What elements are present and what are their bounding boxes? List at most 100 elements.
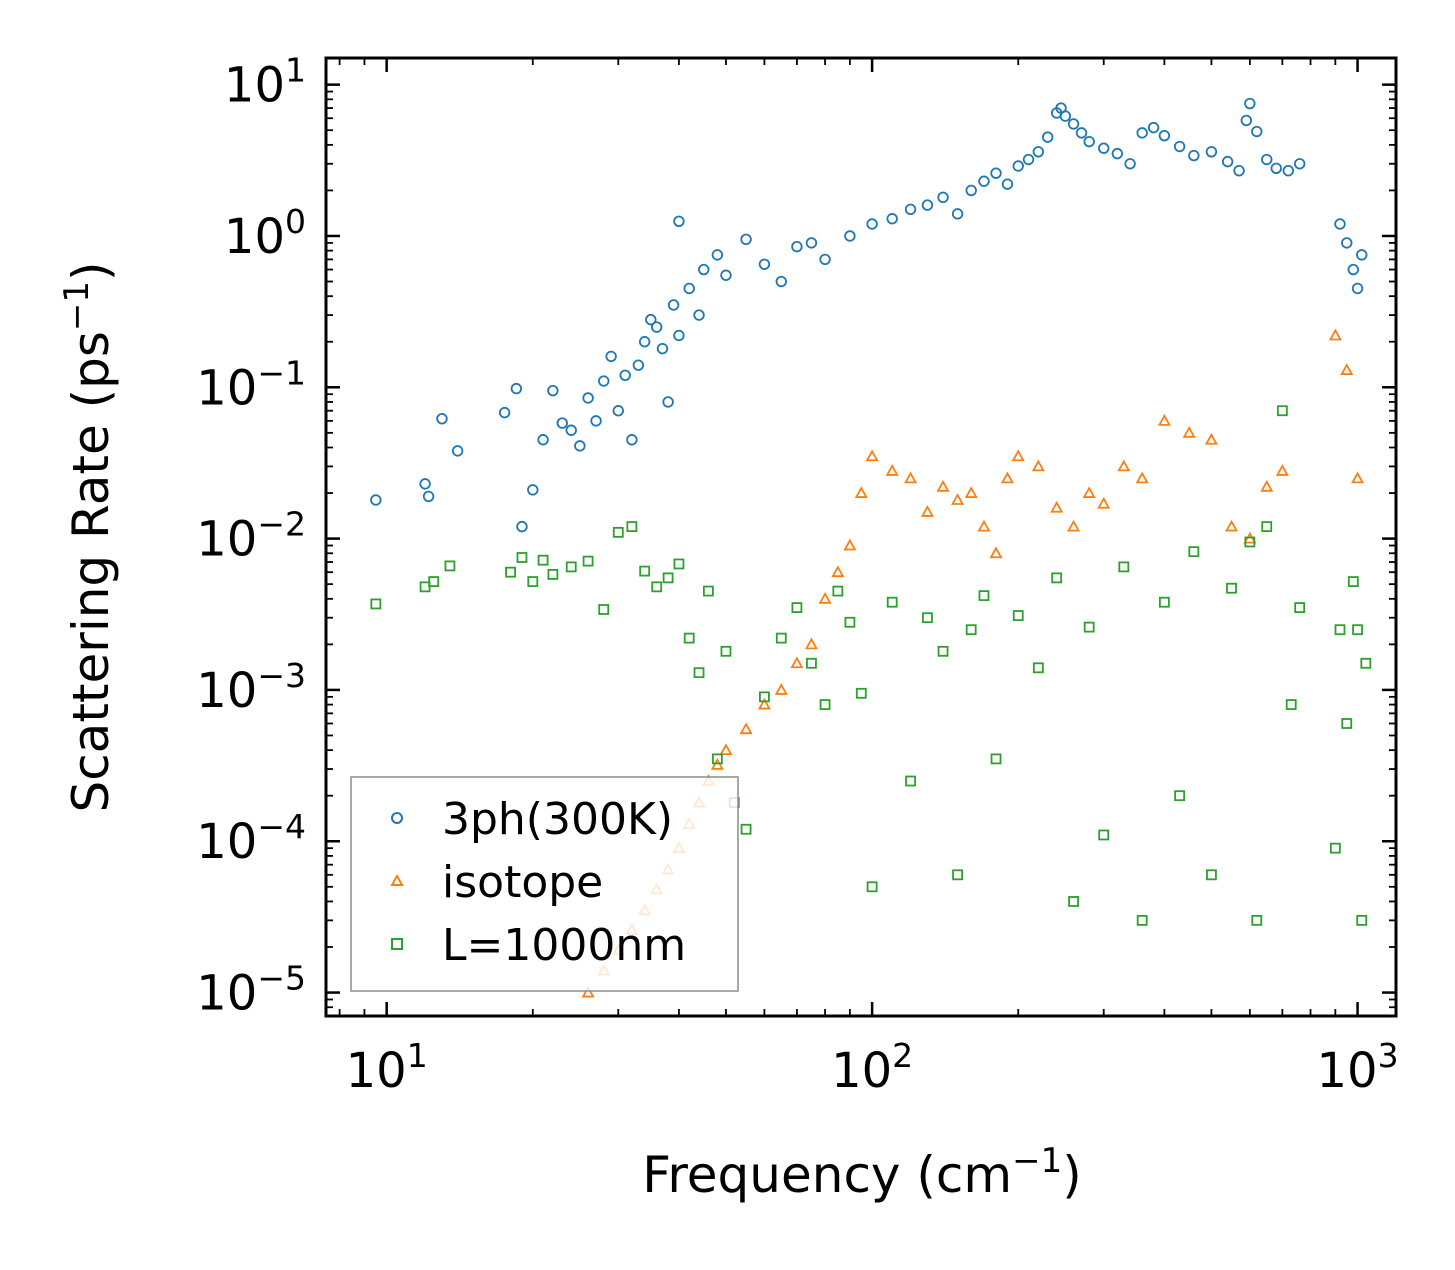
data-point-square: [819, 699, 831, 710]
data-point-square: [886, 596, 898, 608]
data-point-triangle: [1275, 464, 1289, 476]
data-point-triangle: [774, 683, 788, 695]
data-point-circle: [1251, 125, 1263, 138]
data-point-circle: [656, 342, 669, 355]
data-point-circle: [612, 405, 624, 417]
data-point-triangle: [989, 546, 1003, 559]
series-3ph-300k-: [370, 97, 1368, 533]
data-point-circle: [645, 313, 657, 326]
data-point-circle: [498, 406, 511, 419]
data-point-circle: [698, 263, 710, 276]
legend-entry-3ph: 3ph(300K): [391, 794, 673, 845]
data-point-square: [1276, 405, 1288, 417]
data-point-square: [1118, 561, 1130, 573]
data-point-square: [565, 561, 577, 573]
data-point-circle: [693, 309, 705, 321]
data-point-square: [370, 598, 382, 610]
data-point-triangle: [854, 486, 868, 498]
data-point-circle: [1001, 178, 1014, 190]
legend: 3ph(300K) isotope L=1000nm: [350, 776, 739, 992]
data-point-circle: [1012, 160, 1024, 172]
data-point-circle: [1032, 146, 1045, 158]
data-point-circle: [805, 237, 818, 249]
y-axis-label: Scattering Rate (ps−1): [57, 261, 120, 812]
data-point-square: [527, 576, 539, 587]
data-point-circle: [1188, 149, 1200, 162]
data-point-circle: [667, 299, 680, 311]
data-point-square: [639, 565, 651, 577]
data-point-square: [937, 645, 949, 657]
data-point-circle: [951, 208, 964, 220]
data-point-circle: [673, 329, 685, 342]
data-point-circle: [1356, 249, 1368, 261]
data-point-circle: [419, 478, 431, 490]
series-l-1000nm: [370, 405, 1372, 926]
data-point-square: [775, 632, 787, 644]
data-point-square: [1294, 602, 1306, 613]
data-point-triangle: [951, 493, 965, 505]
data-point-square: [1098, 829, 1110, 841]
data-point-circle: [1124, 158, 1136, 170]
data-point-square: [444, 560, 456, 572]
legend-frame: [350, 776, 739, 992]
data-point-triangle: [1340, 363, 1354, 375]
data-point-square: [673, 558, 685, 570]
legend-label: isotope: [442, 857, 603, 908]
data-point-square: [922, 612, 933, 624]
data-point-circle: [632, 359, 645, 371]
data-point-square: [582, 555, 594, 567]
y-tick-label: 10−5: [196, 959, 306, 1022]
data-point-square: [516, 552, 528, 563]
data-point-square: [651, 581, 663, 593]
data-point-triangle: [1260, 479, 1274, 492]
y-tick-label: 10−1: [196, 353, 306, 416]
data-point-circle: [662, 396, 674, 408]
data-point-circle: [921, 199, 934, 211]
data-point-circle: [904, 203, 917, 216]
data-point-circle: [590, 415, 602, 427]
data-point-triangle: [1000, 471, 1014, 484]
data-point-circle: [1158, 129, 1171, 142]
data-point-circle: [1294, 158, 1306, 170]
data-point-square: [1158, 596, 1170, 608]
data-point-triangle: [1351, 471, 1365, 484]
data-point-circle: [844, 230, 856, 242]
data-point-circle: [740, 233, 752, 246]
data-point-square: [1261, 521, 1273, 533]
data-point-triangle: [1050, 500, 1064, 513]
data-point-circle: [1205, 146, 1218, 158]
data-point-square: [791, 602, 803, 613]
data-point-triangle: [581, 985, 595, 998]
data-point-square: [720, 645, 732, 657]
tick-label-layer: 101 102 103 101 100 10−1 10−2 10−3 10−4 10−5: [196, 51, 1398, 1099]
data-point-triangle: [739, 722, 753, 735]
legend-label: 3ph(300K): [442, 794, 673, 845]
data-point-triangle: [790, 656, 804, 669]
data-point-square: [711, 753, 723, 765]
data-point-square: [1334, 624, 1346, 636]
tick-layer: [326, 58, 1396, 1017]
data-point-square: [990, 753, 1002, 765]
y-tick-label: 10−4: [196, 807, 306, 870]
data-point-triangle: [1182, 425, 1196, 438]
data-point-square: [1347, 576, 1359, 587]
data-point-square: [419, 581, 431, 593]
data-point-square: [844, 616, 856, 628]
data-point-circle: [1075, 127, 1088, 139]
data-point-square: [1068, 896, 1079, 907]
data-point-circle: [436, 412, 448, 425]
data-point-circle: [598, 375, 610, 387]
data-point-circle: [537, 434, 549, 446]
data-point-square: [740, 823, 752, 835]
data-point-square: [1032, 662, 1044, 674]
data-point-square: [1083, 621, 1095, 633]
data-point-circle: [1240, 114, 1253, 127]
data-point-triangle: [1117, 459, 1131, 472]
data-point-square: [1341, 718, 1353, 729]
data-point-circle: [1351, 282, 1364, 295]
plot-frame: [324, 56, 1398, 1018]
data-point-square: [1051, 572, 1063, 584]
data-point-circle: [673, 215, 685, 228]
x-tick-label: 103: [1317, 1036, 1399, 1099]
data-point-triangle: [1135, 471, 1149, 484]
